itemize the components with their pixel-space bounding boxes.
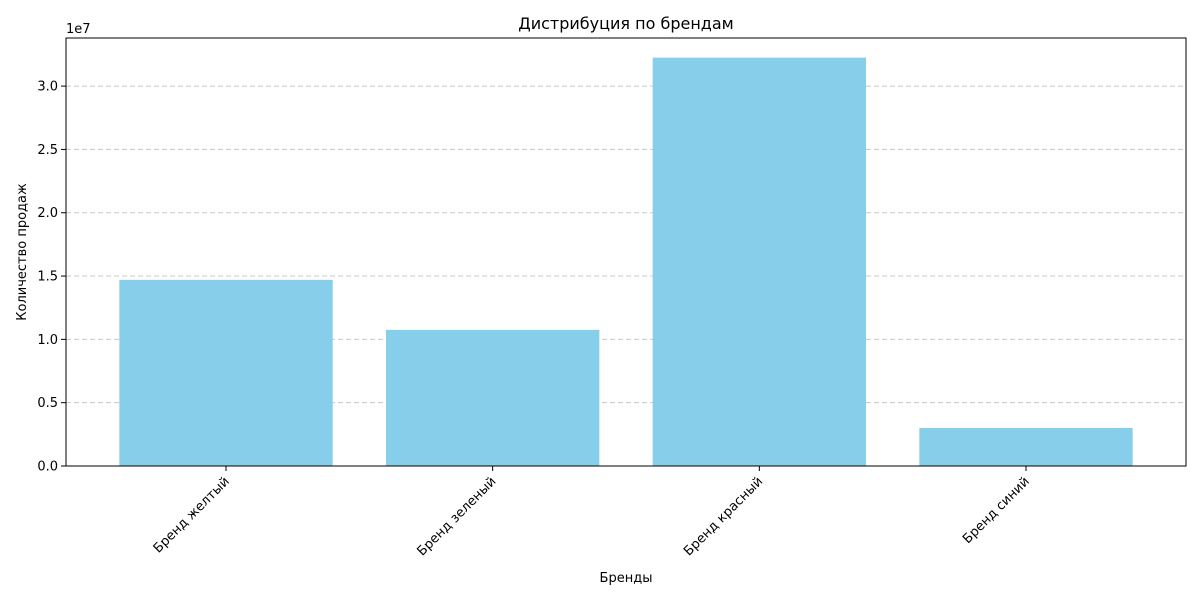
chart-title: Дистрибуция по брендам	[518, 14, 734, 33]
x-tick-label: Бренд зеленый	[414, 474, 499, 559]
y-axis-label: Количество продаж	[15, 183, 30, 321]
bar	[386, 329, 600, 466]
y-tick-label: 2.5	[37, 143, 58, 158]
x-tick-label: Бренд красный	[681, 474, 766, 559]
y-tick-label: 1.0	[37, 333, 58, 348]
y-tick-label: 2.0	[37, 206, 58, 221]
x-axis-label: Бренды	[600, 571, 653, 586]
y-tick-label: 3.0	[37, 80, 58, 95]
y-axis-ticks: 0.0 0.5 1.0 1.5 2.0 2.5 3.0	[37, 80, 66, 475]
plot-frame	[65, 37, 1187, 467]
bar	[119, 279, 333, 466]
y-tick-label: 0.0	[37, 460, 58, 475]
bar	[919, 428, 1133, 466]
x-axis-ticks: Бренд желтый Бренд зеленый Бренд красный Бр…	[151, 466, 1033, 559]
bar	[652, 57, 866, 466]
y-tick-label: 1.5	[37, 270, 58, 285]
bars	[119, 57, 1133, 466]
x-tick-label: Бренд желтый	[151, 474, 233, 556]
y-axis-scale-label: 1e7	[66, 22, 91, 37]
x-tick-label: Бренд синий	[960, 474, 1033, 547]
y-tick-label: 0.5	[37, 396, 58, 411]
